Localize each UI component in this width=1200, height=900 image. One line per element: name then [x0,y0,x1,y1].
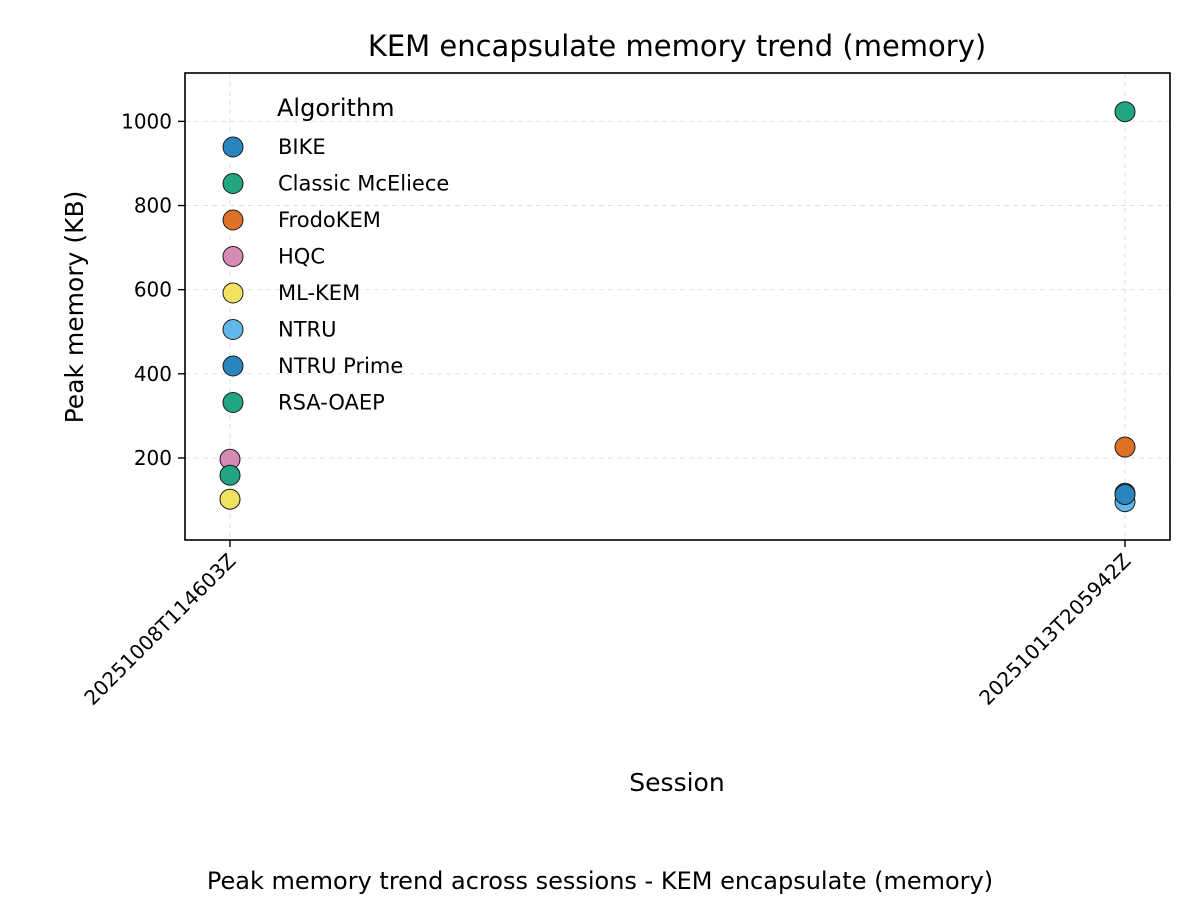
grid-layer [185,73,1170,540]
legend-label: NTRU [278,318,337,342]
chart-title: KEM encapsulate memory trend (memory) [368,29,986,63]
legend-marker [222,319,244,340]
legend-marker [222,282,244,304]
data-point-ntru-prime [1114,484,1136,506]
chart-caption: Peak memory trend across sessions - KEM … [207,867,993,895]
legend-marker [222,355,244,377]
legend-marker [222,246,244,267]
plot-frame [184,72,1171,541]
data-point-rsa-oaep [219,464,241,486]
data-point-classic-mceliece [1114,101,1136,123]
legend: Algorithm BIKE Classic McEliece FrodoKEM HQC… [222,94,449,415]
x-tick-label: 20251013T205942Z [974,549,1135,710]
legend-label: BIKE [278,135,326,159]
legend-label: ML-KEM [278,281,360,305]
legend-marker [222,136,244,158]
y-tick-label: 1000 [121,109,172,133]
y-tick-label: 400 [134,362,172,386]
y-tick-label: 600 [134,278,172,302]
legend-label: Classic McEliece [278,172,449,196]
x-axis-label: Session [629,768,724,797]
legend-marker [222,173,244,194]
y-tick-label: 200 [134,446,172,470]
y-axis-label: Peak memory (KB) [60,191,89,424]
y-tick-label: 800 [134,194,172,218]
legend-label: FrodoKEM [278,208,381,232]
legend-label: RSA-OAEP [278,391,385,415]
legend-title: Algorithm [277,94,395,122]
data-point-ml-kem [219,488,241,510]
data-point-frodokem [1114,436,1136,458]
x-tick-label: 20251008T114603Z [79,549,240,710]
points-layer [219,101,1136,513]
legend-label: HQC [278,245,325,269]
legend-label: NTRU Prime [278,354,403,378]
legend-marker [222,209,244,231]
legend-marker [222,392,244,413]
